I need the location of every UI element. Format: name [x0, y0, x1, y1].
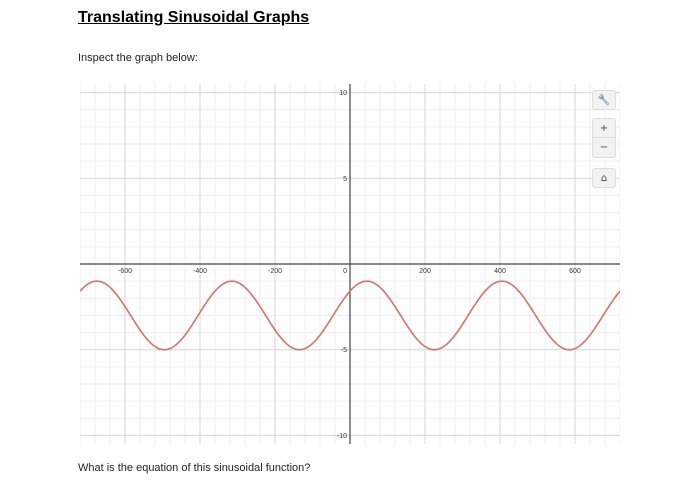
zoom-out-button[interactable]: −: [592, 138, 616, 158]
graph-container[interactable]: -600 -400 -200 0 200 400 600 10 5 -5 -10: [80, 84, 620, 444]
question-text: What is the equation of this sinusoidal …: [78, 462, 311, 474]
zoom-in-label: +: [599, 122, 609, 134]
page-title: Translating Sinusoidal Graphs: [78, 9, 310, 26]
zoom-out-label: −: [599, 142, 609, 153]
graph-toolbar: 🔧 + − ⌂: [592, 90, 616, 188]
y-tick-label: 5: [343, 176, 347, 183]
sinusoid-curve: [80, 280, 620, 351]
sinusoidal-graph[interactable]: -600 -400 -200 0 200 400 600 10 5 -5 -10: [80, 84, 620, 444]
x-tick-label: -600: [118, 268, 132, 275]
x-tick-label: 600: [569, 268, 581, 275]
instruction-text: Inspect the graph below:: [78, 52, 198, 64]
x-tick-label: 400: [494, 268, 506, 275]
y-tick-label: -5: [341, 347, 347, 354]
default-view-button[interactable]: ⌂: [592, 168, 616, 188]
x-tick-label: -400: [193, 268, 207, 275]
home-icon: ⌂: [600, 172, 608, 184]
wrench-icon: 🔧: [597, 94, 611, 106]
y-tick-label: -10: [337, 433, 347, 440]
x-tick-label: -200: [268, 268, 282, 275]
x-tick-label: 200: [419, 268, 431, 275]
graph-settings-button[interactable]: 🔧: [592, 90, 616, 110]
zoom-in-button[interactable]: +: [592, 118, 616, 138]
x-tick-label: 0: [343, 268, 347, 275]
y-tick-label: 10: [339, 90, 347, 97]
